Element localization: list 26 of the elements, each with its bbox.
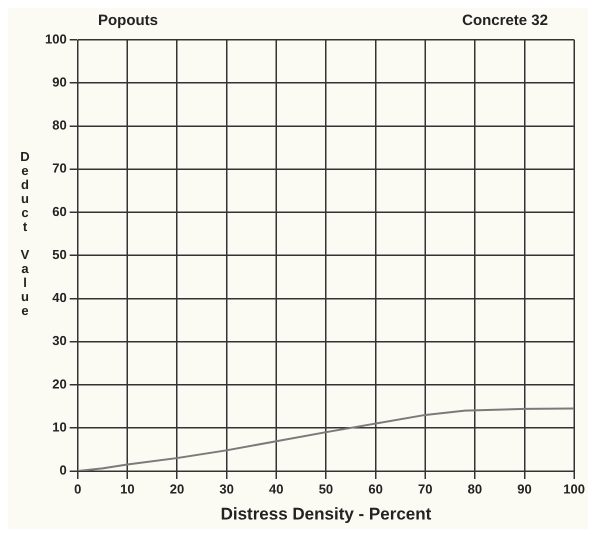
x-tick-label: 10	[120, 481, 135, 496]
y-tick-label: 80	[52, 118, 67, 133]
y-tick-label: 30	[52, 333, 67, 348]
y-tick-label: 40	[52, 290, 67, 306]
y-tick-label: 20	[52, 376, 67, 392]
chart-subtitle: Concrete 32	[462, 12, 548, 29]
x-tick-label: 80	[468, 481, 482, 496]
x-tick-label: 20	[170, 481, 184, 496]
x-tick-label: 0	[74, 481, 82, 496]
y-tick-label: 90	[52, 74, 67, 90]
x-tick-label: 30	[219, 481, 234, 496]
y-axis-title: Deduct Value	[18, 149, 32, 317]
y-tick-label: 50	[52, 246, 67, 262]
y-tick-label: 10	[52, 419, 67, 434]
y-tick-label: 0	[59, 462, 67, 478]
y-tick-label: 100	[44, 31, 67, 46]
x-tick-label: 40	[269, 481, 284, 496]
x-tick-label: 100	[563, 481, 586, 496]
x-axis-title: Distress Density - Percent	[220, 504, 432, 524]
y-tick-label: 60	[52, 204, 67, 219]
x-tick-label: 50	[318, 481, 334, 496]
x-tick-label: 90	[517, 481, 532, 496]
chart-title: Popouts	[98, 12, 158, 29]
x-tick-label: 60	[368, 481, 383, 496]
x-tick-label: 70	[418, 481, 432, 496]
y-tick-label: 70	[52, 160, 67, 176]
